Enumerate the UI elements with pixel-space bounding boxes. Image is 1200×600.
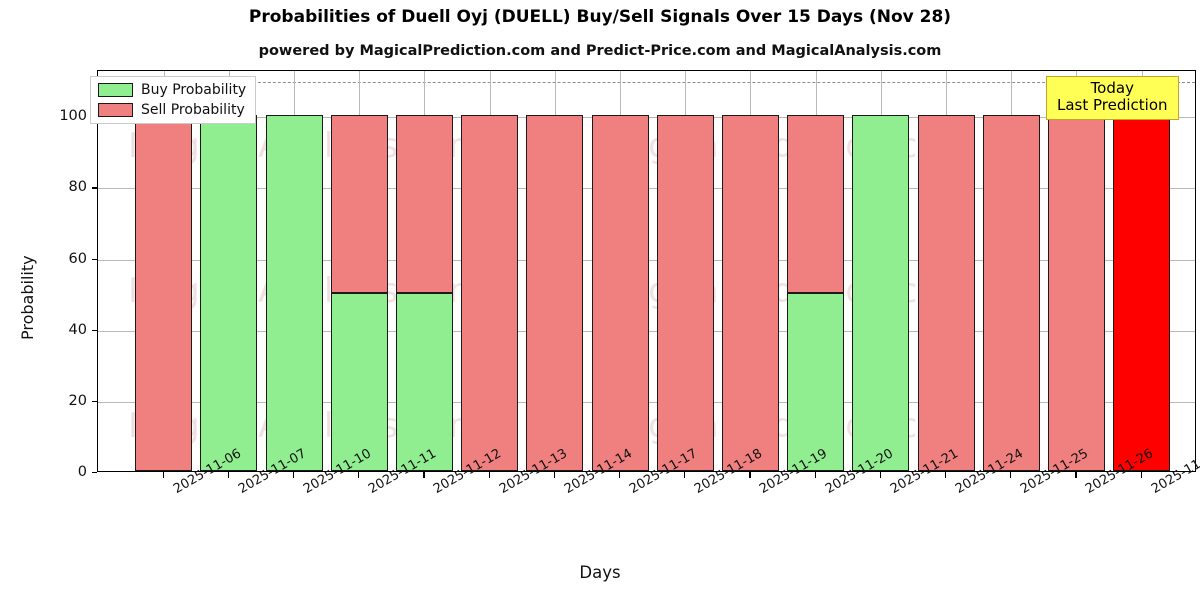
x-axis-tick-label: 2025-11-24 bbox=[953, 446, 1026, 497]
x-axis-tick-mark bbox=[814, 472, 816, 478]
x-axis-tick-mark bbox=[553, 472, 555, 478]
legend-item-sell[interactable]: Sell Probability bbox=[98, 102, 246, 118]
today-annotation-line2: Last Prediction bbox=[1057, 95, 1168, 114]
bar-segment-buy[interactable] bbox=[200, 115, 257, 471]
x-axis-tick-label: 2025-11-10 bbox=[301, 446, 374, 497]
bar-column[interactable] bbox=[200, 69, 257, 471]
bar-column[interactable] bbox=[787, 69, 844, 471]
x-axis-tick-label: 2025-11-26 bbox=[1083, 446, 1156, 497]
bar-segment-sell[interactable] bbox=[331, 115, 388, 294]
bar-column[interactable] bbox=[461, 69, 518, 471]
y-axis-label: Probability bbox=[18, 255, 37, 340]
x-axis-tick-label: 2025-11-06 bbox=[171, 446, 244, 497]
y-axis-tick-label: 0 bbox=[77, 464, 87, 480]
bar-segment-sell[interactable] bbox=[1048, 115, 1105, 471]
bar-column[interactable] bbox=[331, 69, 388, 471]
plot-area: MagicalAnalysis.comMagicaPrediction.comM… bbox=[97, 70, 1196, 472]
y-axis-tick-mark bbox=[92, 400, 97, 403]
x-axis-tick-mark bbox=[684, 472, 686, 478]
y-axis-tick-label: 20 bbox=[68, 392, 87, 409]
bar-column[interactable] bbox=[1048, 69, 1105, 471]
today-annotation-line1: Today bbox=[1090, 79, 1134, 97]
legend-swatch-sell bbox=[98, 103, 133, 117]
bar-segment-buy[interactable] bbox=[852, 115, 909, 471]
x-axis-tick-mark bbox=[1010, 472, 1012, 478]
watermark-text: MagicaPrediction.com bbox=[598, 126, 972, 166]
x-axis-tick-label: 2025-11-17 bbox=[627, 446, 700, 497]
x-axis-tick-label: 2025-11-27 bbox=[1149, 446, 1200, 497]
y-axis-tick-mark bbox=[92, 329, 97, 331]
x-axis-tick-mark bbox=[162, 472, 164, 478]
x-axis-tick-label: 2025-11-07 bbox=[236, 446, 309, 497]
x-axis-tick-label: 2025-11-20 bbox=[823, 446, 896, 497]
legend-swatch-buy bbox=[98, 83, 133, 97]
x-axis-tick-mark bbox=[619, 472, 621, 478]
y-axis-tick-mark bbox=[92, 258, 97, 260]
bar-segment-sell[interactable] bbox=[983, 115, 1040, 471]
x-axis-tick-label: 2025-11-13 bbox=[497, 446, 570, 497]
bar-segment-buy[interactable] bbox=[331, 293, 388, 471]
reference-dashed-line bbox=[98, 81, 1195, 83]
bar-column[interactable] bbox=[983, 69, 1040, 471]
x-axis-tick-mark bbox=[1140, 472, 1142, 478]
bar-segment-buy[interactable] bbox=[787, 293, 844, 471]
y-axis-tick-label: 60 bbox=[68, 250, 87, 267]
bar-segment-sell[interactable] bbox=[918, 115, 975, 471]
x-axis-tick-mark bbox=[879, 472, 881, 478]
bar-segment-today[interactable] bbox=[1113, 115, 1170, 471]
x-axis-tick-mark bbox=[423, 472, 425, 478]
x-axis-tick-label: 2025-11-25 bbox=[1018, 446, 1091, 497]
y-axis-tick-mark bbox=[92, 472, 97, 474]
x-axis-tick-mark bbox=[1075, 472, 1077, 478]
chart-subtitle: powered by MagicalPrediction.com and Pre… bbox=[258, 43, 942, 59]
x-axis-tick-mark bbox=[293, 472, 295, 478]
bar-column[interactable] bbox=[1113, 69, 1170, 471]
bar-segment-sell[interactable] bbox=[787, 115, 844, 294]
legend-item-buy[interactable]: Buy Probability bbox=[98, 82, 246, 98]
bar-column[interactable] bbox=[722, 69, 779, 471]
x-axis-tick-mark bbox=[488, 472, 490, 478]
bar-column[interactable] bbox=[266, 69, 323, 471]
chart-title: Probabilities of Duell Oyj (DUELL) Buy/S… bbox=[248, 7, 952, 27]
x-axis-tick-mark bbox=[749, 472, 751, 478]
y-axis-tick-label: 80 bbox=[68, 179, 87, 196]
bar-segment-sell[interactable] bbox=[657, 115, 714, 471]
x-axis-tick-label: 2025-11-12 bbox=[431, 446, 504, 497]
x-axis-tick-label: 2025-11-19 bbox=[757, 446, 830, 497]
x-axis-tick-label: 2025-11-11 bbox=[366, 446, 439, 497]
bar-segment-buy[interactable] bbox=[396, 293, 453, 471]
bar-column[interactable] bbox=[852, 69, 909, 471]
y-axis-tick-label: 40 bbox=[68, 321, 87, 338]
x-axis-tick-mark bbox=[945, 472, 947, 478]
bar-column[interactable] bbox=[396, 69, 453, 471]
x-axis-tick-label: 2025-11-18 bbox=[692, 446, 765, 497]
y-axis-tick-label: 100 bbox=[59, 108, 87, 125]
x-axis-tick-label: 2025-11-14 bbox=[562, 446, 635, 497]
y-axis-tick-mark bbox=[92, 187, 97, 189]
watermark-text: MagicaPrediction.com bbox=[598, 271, 972, 311]
x-axis-label: Days bbox=[579, 563, 621, 582]
x-axis-tick-mark bbox=[358, 472, 360, 478]
legend-label-buy: Buy Probability bbox=[141, 82, 247, 98]
legend-label-sell: Sell Probability bbox=[141, 102, 245, 118]
bar-segment-sell[interactable] bbox=[526, 115, 583, 471]
watermark-text: MagicaPrediction.com bbox=[598, 406, 972, 446]
bar-column[interactable] bbox=[526, 69, 583, 471]
chart-legend: Buy Probability Sell Probability bbox=[90, 76, 257, 124]
bar-segment-sell[interactable] bbox=[396, 115, 453, 294]
x-axis-tick-mark bbox=[227, 472, 229, 478]
bar-column[interactable] bbox=[918, 69, 975, 471]
bar-column[interactable] bbox=[592, 69, 649, 471]
bar-column[interactable] bbox=[657, 69, 714, 471]
bar-column[interactable] bbox=[135, 69, 192, 471]
today-annotation: Today Last Prediction bbox=[1046, 76, 1179, 120]
bar-segment-sell[interactable] bbox=[461, 115, 518, 471]
bar-segment-sell[interactable] bbox=[135, 115, 192, 471]
bar-segment-sell[interactable] bbox=[592, 115, 649, 471]
bar-segment-sell[interactable] bbox=[722, 115, 779, 471]
bar-segment-buy[interactable] bbox=[266, 115, 323, 471]
x-axis-tick-label: 2025-11-21 bbox=[888, 446, 961, 497]
